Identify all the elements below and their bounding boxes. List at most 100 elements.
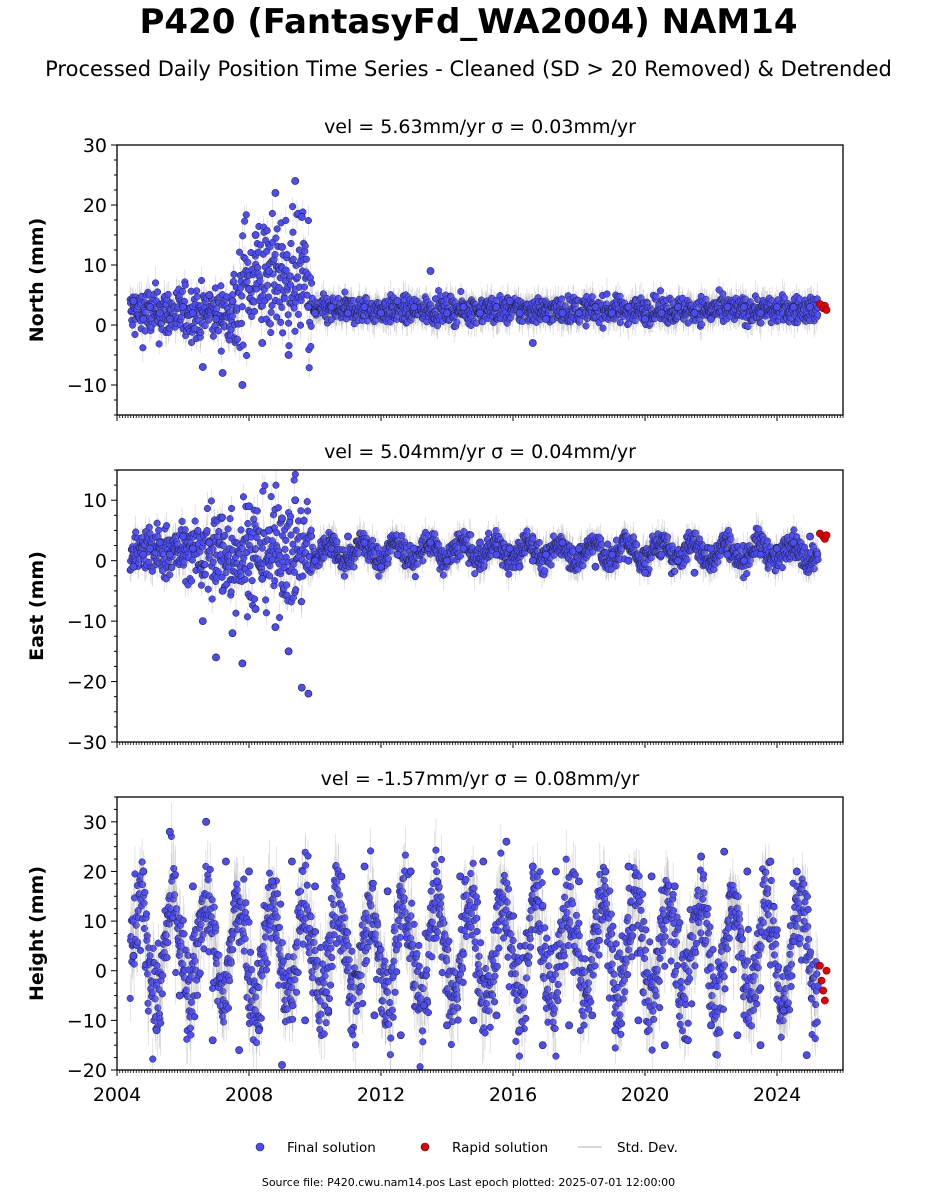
final-point (146, 544, 154, 553)
final-point (492, 550, 501, 559)
final-point (608, 309, 616, 317)
final-point (258, 574, 267, 583)
final-point (155, 309, 164, 317)
final-point (552, 867, 560, 876)
y-tick-label: −30 (67, 732, 107, 754)
y-tick-label: 10 (83, 490, 107, 512)
final-point (393, 550, 402, 559)
final-point (575, 309, 583, 317)
final-point (624, 862, 633, 871)
final-point (245, 285, 253, 293)
final-point (492, 303, 501, 311)
final-point (165, 827, 174, 836)
final-point (146, 303, 154, 311)
final-point (410, 303, 418, 311)
solution-cloud (126, 470, 822, 633)
final-point (588, 1011, 597, 1020)
plot-area (126, 802, 831, 1070)
panel-height: −20 −10 0 10 20 30 2004 2008 2012 2016 2020 2024 vel… (26, 768, 844, 1106)
final-point (370, 1011, 379, 1020)
final-point (360, 538, 369, 547)
final-point (347, 1026, 356, 1035)
final-point (235, 1046, 243, 1055)
final-point (254, 1026, 263, 1035)
final-point (251, 231, 260, 239)
final-point (297, 213, 306, 221)
final-point (575, 877, 583, 886)
y-tick-label: 20 (83, 861, 107, 883)
x-tick-label: 2008 (225, 1084, 273, 1106)
final-point (608, 550, 616, 559)
final-point (660, 1041, 669, 1050)
final-point (396, 1031, 405, 1040)
final-point (634, 1016, 643, 1025)
y-tick-label: 0 (95, 961, 107, 983)
y-tick-label: 10 (83, 255, 107, 277)
y-axis-label: Height (mm) (26, 866, 48, 1001)
final-point (756, 1041, 765, 1050)
final-point (297, 683, 306, 692)
final-point (789, 538, 798, 547)
final-point (575, 544, 583, 553)
final-point (202, 817, 210, 826)
solution-cloud (126, 197, 822, 378)
final-point (278, 243, 286, 251)
solution-cloud (126, 802, 822, 1070)
final-point (238, 659, 247, 668)
final-point (756, 550, 765, 559)
final-point (258, 339, 267, 347)
plot-area (126, 177, 831, 389)
final-point (690, 309, 699, 317)
final-point (697, 852, 705, 861)
rapid-point (819, 986, 828, 995)
final-point (360, 862, 369, 871)
final-point (311, 882, 319, 891)
legend-item: Final solution (255, 1140, 376, 1156)
final-point (740, 303, 748, 311)
final-point (505, 297, 514, 305)
final-point (558, 538, 567, 547)
final-point (707, 544, 715, 553)
final-point (723, 550, 732, 559)
final-point (565, 1021, 573, 1030)
final-point (324, 1006, 333, 1015)
final-point (426, 267, 435, 275)
final-point (647, 872, 656, 881)
source-note: Source file: P420.cwu.nam14.pos Last epo… (261, 1176, 676, 1189)
final-point (212, 315, 220, 323)
final-point (245, 867, 253, 876)
final-point (806, 303, 814, 311)
final-point (218, 586, 227, 595)
final-point (802, 1051, 811, 1060)
final-point (443, 1021, 451, 1030)
final-point (291, 177, 300, 185)
final-point (311, 556, 319, 565)
final-point (502, 837, 511, 846)
rapid-point (816, 961, 824, 970)
final-point (129, 562, 138, 571)
final-point (228, 629, 237, 638)
panel-east: −30 −20 −10 0 10 vel = 5.04mm/yr σ = 0.04mm/y… (26, 441, 844, 754)
final-point (528, 862, 537, 871)
final-point (129, 951, 138, 960)
y-tick-label: −10 (67, 611, 107, 633)
figure-title: P420 (FantasyFd_WA2004) NAM14 (139, 2, 798, 42)
y-tick-label: −10 (67, 1010, 107, 1032)
final-point (591, 303, 600, 311)
final-point (773, 303, 781, 311)
final-point (433, 877, 441, 886)
final-point (657, 309, 666, 317)
y-axis-label: East (mm) (26, 551, 48, 661)
final-point (657, 550, 666, 559)
y-tick-label: −10 (67, 375, 107, 397)
final-point (251, 605, 260, 613)
final-point (264, 267, 273, 275)
x-tick-label: 2024 (753, 1084, 801, 1106)
final-point (245, 502, 253, 511)
final-point (179, 532, 187, 541)
final-point (179, 303, 187, 311)
final-point (238, 381, 247, 389)
panel-title: vel = 5.63mm/yr σ = 0.03mm/yr (324, 116, 636, 138)
final-point (723, 303, 732, 311)
y-tick-label: −20 (67, 672, 107, 694)
